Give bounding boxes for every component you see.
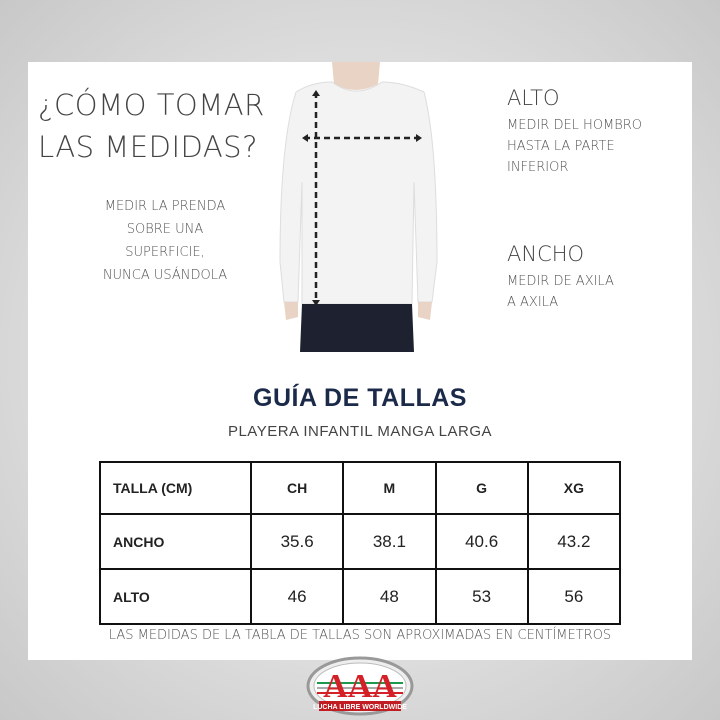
instruction-line: SUPERFICIE, [125,245,205,260]
table-cell: 38.1 [342,513,437,570]
how-to-measure-title: ¿CÓMO TOMAR LAS MEDIDAS? [38,84,265,168]
jeans [300,304,414,352]
shirt-measurement-illustration [279,62,438,352]
table-cell: 53 [434,568,529,625]
instruction-line: NUNCA USÁNDOLA [102,268,228,283]
table-cell: 43.2 [526,513,622,570]
header-cell: XG [526,461,622,515]
size-guide-subtitle: PLAYERA INFANTIL MANGA LARGA [227,423,493,440]
table-row: ALTO 46 48 53 56 [99,568,622,625]
size-table: TALLA (CM) CH M G XG ANCHO 35.6 38.1 40.… [99,461,622,625]
ancho-heading: ANCHO [507,242,585,266]
table-header-row: TALLA (CM) CH M G XG [99,461,622,515]
measurement-note: LAS MEDIDAS DE LA TABLA DE TALLAS SON AP… [108,628,612,643]
desc-line: A AXILA [507,295,559,310]
title-line: ¿CÓMO TOMAR [38,88,265,122]
header-cell: CH [249,461,345,515]
alto-heading: ALTO [507,86,560,110]
row-label: ANCHO [99,513,252,570]
header-cell: TALLA (CM) [99,461,252,515]
header-cell: G [434,461,529,515]
measure-instructions: MEDIR LA PRENDA SOBRE UNA SUPERFICIE, NU… [60,195,270,287]
ancho-description: MEDIR DE AXILA A AXILA [507,271,614,313]
desc-line: HASTA LA PARTE [507,139,615,154]
desc-line: MEDIR DE AXILA [507,274,614,289]
table-row: ANCHO 35.6 38.1 40.6 43.2 [99,513,622,570]
size-guide-title: GUÍA DE TALLAS [253,384,467,412]
instruction-line: SOBRE UNA [126,222,204,237]
desc-line: MEDIR DEL HOMBRO [507,118,643,133]
table-cell: 40.6 [434,513,529,570]
logo-text: AAA [323,668,397,705]
logo-tagline: LUCHA LIBRE WORLDWIDE [313,704,407,711]
header-cell: M [342,461,437,515]
desc-line: INFERIOR [507,160,569,175]
alto-description: MEDIR DEL HOMBRO HASTA LA PARTE INFERIOR [507,115,642,178]
table-cell: 46 [249,568,345,625]
title-line: LAS MEDIDAS? [38,130,258,164]
instruction-line: MEDIR LA PRENDA [104,199,226,214]
aaa-logo: AAA LUCHA LIBRE WORLDWIDE [306,656,414,716]
row-label: ALTO [99,568,252,625]
table-cell: 56 [526,568,622,625]
table-cell: 48 [342,568,437,625]
table-cell: 35.6 [249,513,345,570]
